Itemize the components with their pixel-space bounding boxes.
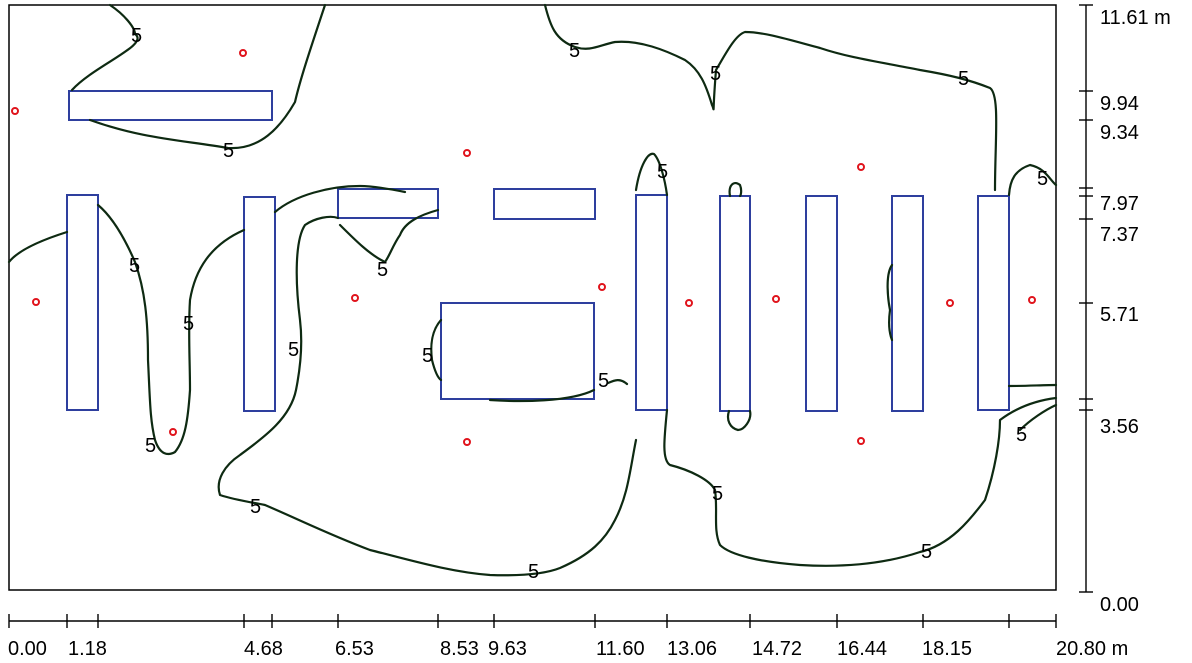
calculation-point [239, 49, 247, 57]
y-tick-label: 3.56 [1100, 416, 1139, 438]
x-tick-label: 6.53 [335, 638, 374, 660]
calculation-point [11, 107, 19, 115]
luminaire [68, 90, 273, 121]
contour-label: 5 [1016, 424, 1027, 446]
contour-label: 5 [288, 339, 299, 361]
calculation-point [772, 295, 780, 303]
x-tick-label: 16.44 [837, 638, 887, 660]
contour-label: 5 [598, 370, 609, 392]
contour-label: 5 [958, 68, 969, 90]
contour-label: 5 [129, 255, 140, 277]
y-axis: 11.61 m 9.94 9.34 7.97 7.37 5.71 3.56 0.… [1079, 4, 1171, 616]
calculation-point [32, 298, 40, 306]
contour-line [70, 3, 327, 150]
contour-label: 5 [131, 25, 142, 47]
luminaire [977, 195, 1010, 411]
calculation-point [351, 294, 359, 302]
calculation-point [685, 299, 693, 307]
contour-label: 5 [377, 259, 388, 281]
luminaire [719, 195, 751, 412]
contour-label: 5 [145, 435, 156, 457]
contour-labels: 5 5 5 5 5 5 5 5 5 5 5 5 5 5 5 5 5 5 5 [129, 25, 1048, 583]
contour-line [886, 263, 894, 342]
luminaire [805, 195, 838, 412]
luminaire [337, 188, 439, 219]
x-tick-label: 0.00 [8, 638, 47, 660]
x-tick-label: 20.80 m [1056, 638, 1128, 660]
luminaire [635, 194, 668, 411]
contour-label: 5 [223, 140, 234, 162]
calculation-points [11, 49, 1036, 446]
y-tick-label: 9.34 [1100, 122, 1139, 144]
contour-line [663, 396, 1058, 567]
y-tick-label: 7.97 [1100, 193, 1139, 215]
luminaires [66, 90, 1010, 412]
isolux-contours [7, 3, 1058, 577]
x-tick-label: 14.72 [752, 638, 802, 660]
luminaire [243, 196, 276, 412]
x-axis: 0.00 1.18 4.68 6.53 8.53 9.63 11.60 13.0… [8, 614, 1128, 660]
contour-line [1007, 163, 1058, 432]
contour-label: 5 [569, 40, 580, 62]
luminaire [891, 195, 924, 412]
x-tick-label: 8.53 [440, 638, 479, 660]
y-tick-label: 5.71 [1100, 304, 1139, 326]
calculation-point [169, 428, 177, 436]
x-tick-label: 18.15 [922, 638, 972, 660]
contour-label: 5 [1037, 168, 1048, 190]
contour-label: 5 [712, 483, 723, 505]
calculation-point [598, 283, 606, 291]
contour-line [726, 181, 752, 432]
contour-line [543, 3, 998, 197]
contour-label: 5 [250, 496, 261, 518]
contour-label: 5 [183, 313, 194, 335]
y-tick-label: 7.37 [1100, 224, 1139, 246]
y-tick-label: 11.61 m [1100, 7, 1171, 29]
x-tick-label: 11.60 [596, 638, 645, 660]
contour-label: 5 [422, 345, 433, 367]
calculation-point [946, 299, 954, 307]
calculation-point [1028, 296, 1036, 304]
x-tick-label: 9.63 [488, 638, 527, 660]
contour-label: 5 [710, 63, 721, 85]
calculation-point [857, 437, 865, 445]
contour-label: 5 [528, 561, 539, 583]
x-tick-label: 13.06 [667, 638, 717, 660]
y-tick-label: 9.94 [1100, 93, 1139, 115]
contour-line [217, 184, 638, 577]
contour-line [430, 318, 596, 403]
x-tick-label: 1.18 [68, 638, 107, 660]
contour-line [606, 379, 629, 386]
calculation-point [463, 149, 471, 157]
contour-line [7, 203, 246, 456]
luminaire [493, 188, 596, 220]
x-tick-label: 4.68 [244, 638, 283, 660]
calculation-point [857, 163, 865, 171]
contour-label: 5 [657, 161, 668, 183]
luminaire [66, 194, 99, 411]
calculation-point [463, 438, 471, 446]
y-tick-label: 0.00 [1100, 594, 1139, 616]
contour-label: 5 [921, 541, 932, 563]
room-outline [8, 4, 1057, 591]
luminaire [440, 302, 595, 400]
